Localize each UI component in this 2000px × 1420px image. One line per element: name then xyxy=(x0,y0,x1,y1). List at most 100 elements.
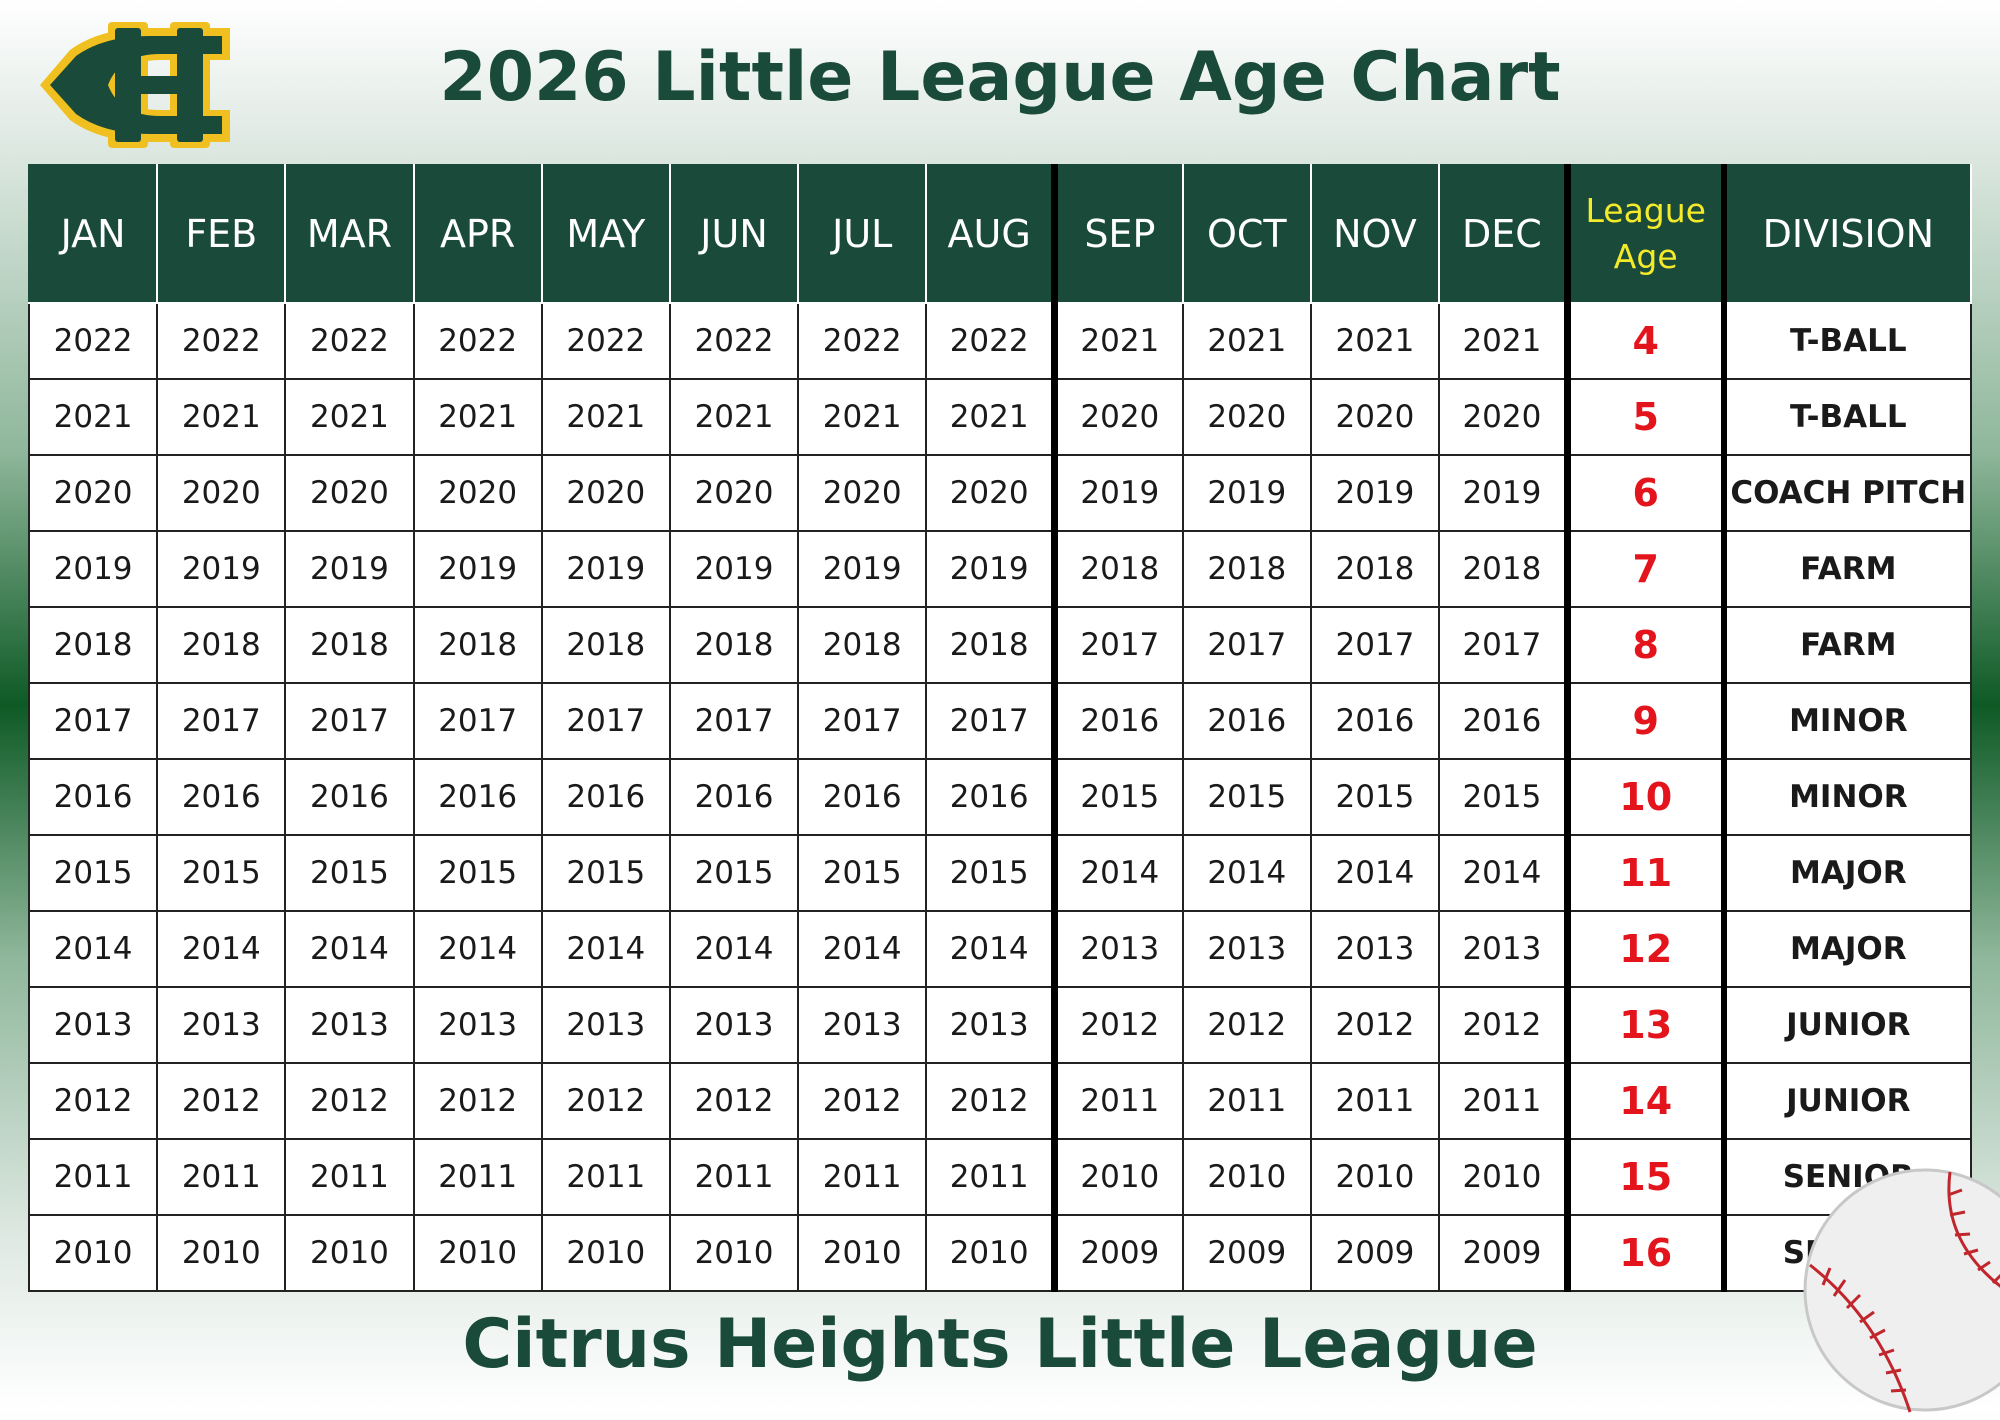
league-name-footer: Citrus Heights Little League xyxy=(462,1305,1538,1384)
birth-year-cell: 2015 xyxy=(1181,758,1312,836)
birth-year-cell: 2014 xyxy=(925,910,1059,988)
birth-year-cell: 2017 xyxy=(797,682,928,760)
birth-year-cell: 2022 xyxy=(412,302,543,380)
birth-year-cell: 2019 xyxy=(1053,454,1184,532)
birth-year-cell: 2012 xyxy=(1181,986,1312,1064)
birth-year-cell: 2021 xyxy=(27,378,159,456)
birth-year-cell: 2013 xyxy=(1053,910,1184,988)
league-age-cell: 13 xyxy=(1563,986,1725,1064)
birth-year-cell: 2011 xyxy=(925,1138,1059,1216)
birth-year-cell: 2014 xyxy=(668,910,800,988)
birth-year-cell: 2017 xyxy=(668,682,800,760)
league-age-cell: 9 xyxy=(1563,682,1725,760)
birth-year-cell: 2015 xyxy=(27,834,159,912)
birth-year-cell: 2016 xyxy=(797,758,928,836)
birth-year-cell: 2021 xyxy=(925,378,1059,456)
month-header: FEB xyxy=(156,164,287,304)
birth-year-cell: 2018 xyxy=(1309,530,1441,608)
division-cell: MAJOR xyxy=(1720,910,1973,988)
table-row: 2020 2020 2020 2020 2020 2020 2020 2020 2019 2019… xyxy=(27,454,1973,532)
birth-year-cell: 2014 xyxy=(540,910,671,988)
birth-year-cell: 2012 xyxy=(540,1062,671,1140)
league-age-cell: 16 xyxy=(1563,1214,1725,1292)
birth-year-cell: 2018 xyxy=(156,606,287,684)
month-header: DEC xyxy=(1438,164,1569,304)
birth-year-cell: 2020 xyxy=(1053,378,1184,456)
birth-year-cell: 2019 xyxy=(156,530,287,608)
division-cell: T-BALL xyxy=(1720,302,1973,380)
birth-year-cell: 2012 xyxy=(1053,986,1184,1064)
league-age-header-line1: League xyxy=(1585,190,1706,230)
birth-year-cell: 2010 xyxy=(284,1214,415,1292)
birth-year-cell: 2012 xyxy=(797,1062,928,1140)
birth-year-cell: 2013 xyxy=(1309,910,1441,988)
birth-year-cell: 2014 xyxy=(1438,834,1569,912)
birth-year-cell: 2016 xyxy=(412,758,543,836)
birth-year-cell: 2014 xyxy=(156,910,287,988)
table-row: 2017 2017 2017 2017 2017 2017 2017 2017 2016 2016… xyxy=(27,682,1973,760)
birth-year-cell: 2019 xyxy=(1438,454,1569,532)
birth-year-cell: 2013 xyxy=(668,986,800,1064)
month-header: MAY xyxy=(540,164,671,304)
birth-year-cell: 2020 xyxy=(1438,378,1569,456)
birth-year-cell: 2013 xyxy=(540,986,671,1064)
birth-year-cell: 2013 xyxy=(925,986,1059,1064)
birth-year-cell: 2010 xyxy=(1053,1138,1184,1216)
month-header: JAN xyxy=(27,164,159,304)
birth-year-cell: 2022 xyxy=(797,302,928,380)
birth-year-cell: 2011 xyxy=(156,1138,287,1216)
birth-year-cell: 2014 xyxy=(797,910,928,988)
division-cell: T-BALL xyxy=(1720,378,1973,456)
birth-year-cell: 2009 xyxy=(1181,1214,1312,1292)
birth-year-cell: 2017 xyxy=(1181,606,1312,684)
birth-year-cell: 2015 xyxy=(797,834,928,912)
birth-year-cell: 2019 xyxy=(668,530,800,608)
month-header: APR xyxy=(412,164,543,304)
birth-year-cell: 2012 xyxy=(284,1062,415,1140)
birth-year-cell: 2019 xyxy=(284,530,415,608)
table-row: 2010 2010 2010 2010 2010 2010 2010 2010 2009 2009… xyxy=(27,1214,1973,1292)
birth-year-cell: 2022 xyxy=(27,302,159,380)
birth-year-cell: 2015 xyxy=(156,834,287,912)
birth-year-cell: 2010 xyxy=(27,1214,159,1292)
birth-year-cell: 2010 xyxy=(156,1214,287,1292)
birth-year-cell: 2013 xyxy=(156,986,287,1064)
birth-year-cell: 2017 xyxy=(1053,606,1184,684)
citrus-heights-logo-icon xyxy=(40,22,230,148)
header-row: JAN FEB MAR APR MAY JUN JUL AUG SEP OCT … xyxy=(27,164,1973,304)
birth-year-cell: 2010 xyxy=(925,1214,1059,1292)
division-cell: JUNIOR xyxy=(1720,1062,1973,1140)
birth-year-cell: 2019 xyxy=(412,530,543,608)
table-row: 2022 2022 2022 2022 2022 2022 2022 2022 2021 2021… xyxy=(27,302,1973,380)
birth-year-cell: 2011 xyxy=(540,1138,671,1216)
birth-year-cell: 2018 xyxy=(668,606,800,684)
age-chart-table: JAN FEB MAR APR MAY JUN JUL AUG SEP OCT … xyxy=(27,164,1973,1292)
birth-year-cell: 2019 xyxy=(925,530,1059,608)
league-age-cell: 6 xyxy=(1563,454,1725,532)
birth-year-cell: 2020 xyxy=(1181,378,1312,456)
league-age-cell: 4 xyxy=(1563,302,1725,380)
birth-year-cell: 2012 xyxy=(156,1062,287,1140)
table-row: 2021 2021 2021 2021 2021 2021 2021 2021 2020 2020… xyxy=(27,378,1973,456)
league-age-cell: 5 xyxy=(1563,378,1725,456)
birth-year-cell: 2022 xyxy=(284,302,415,380)
birth-year-cell: 2011 xyxy=(1309,1062,1441,1140)
table-row: 2019 2019 2019 2019 2019 2019 2019 2019 2018 2018… xyxy=(27,530,1973,608)
birth-year-cell: 2016 xyxy=(27,758,159,836)
birth-year-cell: 2011 xyxy=(284,1138,415,1216)
division-cell: MAJOR xyxy=(1720,834,1973,912)
birth-year-cell: 2019 xyxy=(1181,454,1312,532)
month-header: NOV xyxy=(1309,164,1441,304)
birth-year-cell: 2015 xyxy=(1309,758,1441,836)
birth-year-cell: 2017 xyxy=(412,682,543,760)
birth-year-cell: 2014 xyxy=(412,910,543,988)
birth-year-cell: 2016 xyxy=(1309,682,1441,760)
birth-year-cell: 2021 xyxy=(156,378,287,456)
birth-year-cell: 2010 xyxy=(1309,1138,1441,1216)
division-cell: MINOR xyxy=(1720,682,1973,760)
table-row: 2014 2014 2014 2014 2014 2014 2014 2014 2013 2013… xyxy=(27,910,1973,988)
birth-year-cell: 2022 xyxy=(540,302,671,380)
birth-year-cell: 2018 xyxy=(1438,530,1569,608)
birth-year-cell: 2020 xyxy=(540,454,671,532)
birth-year-cell: 2014 xyxy=(1309,834,1441,912)
